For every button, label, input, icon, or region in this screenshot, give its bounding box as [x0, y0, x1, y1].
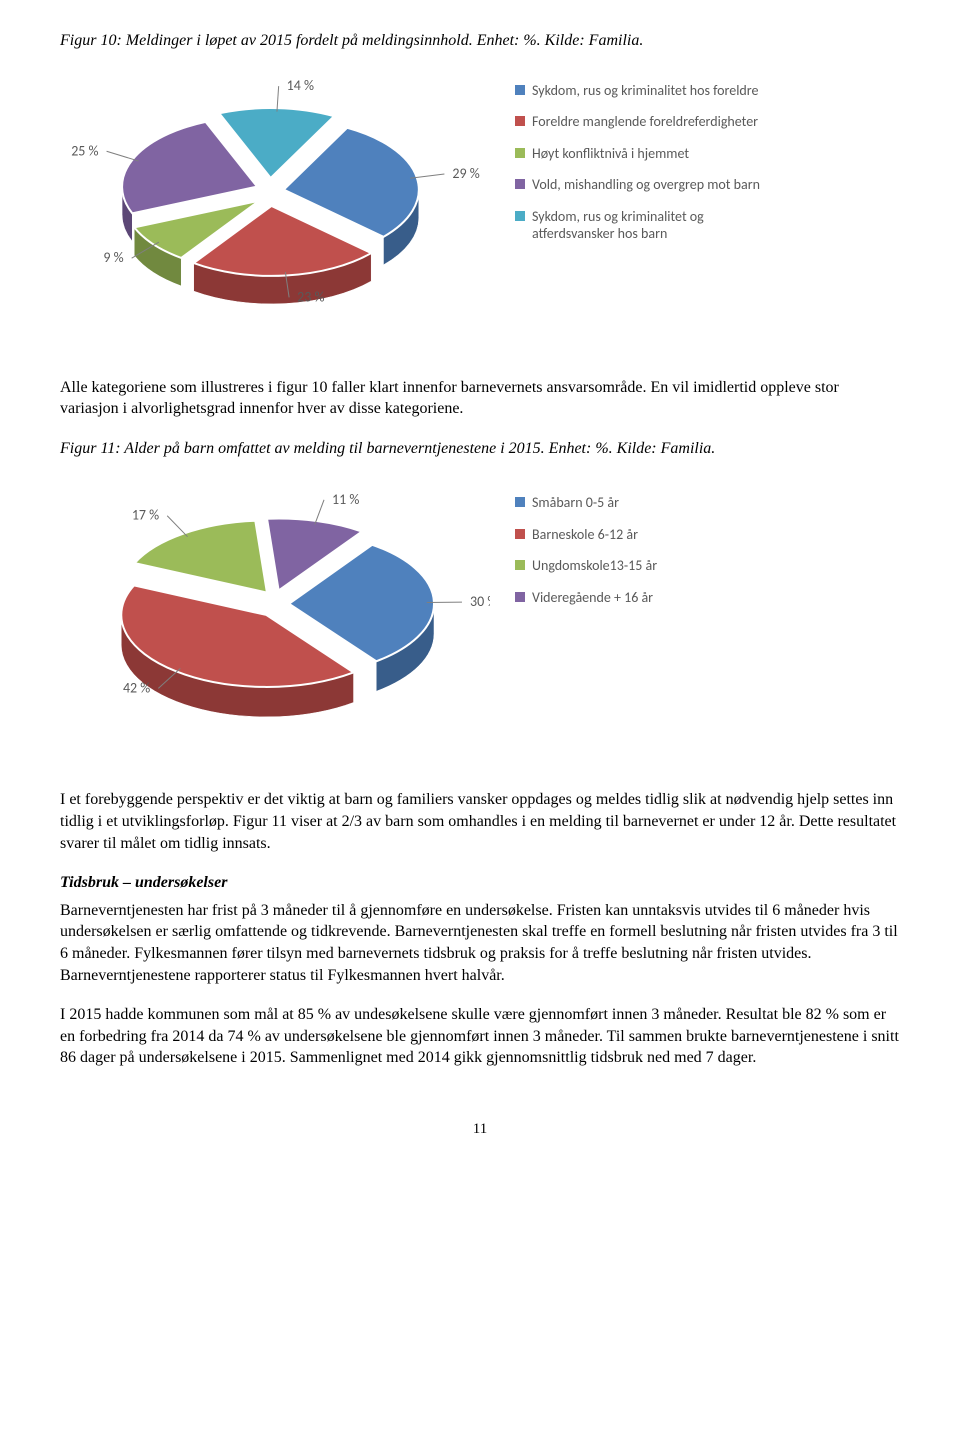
- legend-swatch: [515, 116, 525, 126]
- figure10-legend: Sykdom, rus og kriminalitet hos foreldre…: [515, 82, 775, 257]
- legend-swatch: [515, 592, 525, 602]
- svg-text:42 %: 42 %: [123, 680, 150, 697]
- figure10-chart-wrap: 29 % 23 % 9 % 25 % 14 % Sykdom, rus og krimi…: [60, 72, 900, 352]
- legend-label: Vold, mishandling og overgrep mot barn: [532, 176, 760, 194]
- paragraph-2: I et forebyggende perspektiv er det vikt…: [60, 789, 900, 854]
- legend-item: Småbarn 0-5 år: [515, 494, 657, 512]
- paragraph-4: I 2015 hadde kommunen som mål at 85 % av…: [60, 1004, 900, 1069]
- legend-label: Foreldre manglende foreldreferdigheter: [532, 113, 758, 131]
- page-number: 11: [60, 1119, 900, 1139]
- legend-swatch: [515, 560, 525, 570]
- legend-label: Barneskole 6-12 år: [532, 526, 638, 544]
- legend-label: Videregående + 16 år: [532, 589, 653, 607]
- legend-swatch: [515, 211, 525, 221]
- figure11-caption: Figur 11: Alder på barn omfattet av meld…: [60, 438, 900, 460]
- svg-text:17 %: 17 %: [132, 507, 159, 524]
- section-title-tidsbruk: Tidsbruk – undersøkelser: [60, 872, 900, 894]
- legend-item: Ungdomskole13-15 år: [515, 557, 657, 575]
- svg-text:9 %: 9 %: [103, 249, 123, 266]
- legend-item: Høyt konfliktnivå i hjemmet: [515, 145, 775, 163]
- figure10-pie-chart: 29 % 23 % 9 % 25 % 14 %: [60, 72, 490, 352]
- legend-swatch: [515, 179, 525, 189]
- figure11-pie-chart: 30 % 42 % 17 % 11 %: [60, 484, 490, 764]
- legend-swatch: [515, 529, 525, 539]
- legend-swatch: [515, 497, 525, 507]
- legend-item: Vold, mishandling og overgrep mot barn: [515, 176, 775, 194]
- svg-text:29 %: 29 %: [452, 165, 479, 182]
- svg-text:11 %: 11 %: [332, 491, 359, 508]
- figure11-chart-wrap: 30 % 42 % 17 % 11 % Småbarn 0-5 år Barneskol…: [60, 484, 900, 764]
- legend-item: Barneskole 6-12 år: [515, 526, 657, 544]
- legend-label: Småbarn 0-5 år: [532, 494, 619, 512]
- paragraph-3: Barneverntjenesten har frist på 3 månede…: [60, 900, 900, 986]
- legend-item: Sykdom, rus og kriminalitet og atferdsva…: [515, 208, 775, 243]
- svg-text:14 %: 14 %: [287, 77, 314, 94]
- legend-label: Sykdom, rus og kriminalitet hos foreldre: [532, 82, 758, 100]
- svg-text:25 %: 25 %: [71, 142, 98, 159]
- legend-item: Videregående + 16 år: [515, 589, 657, 607]
- svg-text:30 %: 30 %: [470, 593, 490, 610]
- figure11-legend: Småbarn 0-5 år Barneskole 6-12 år Ungdomsk…: [515, 494, 657, 620]
- legend-label: Ungdomskole13-15 år: [532, 557, 657, 575]
- paragraph-1: Alle kategoriene som illustreres i figur…: [60, 377, 900, 420]
- legend-swatch: [515, 85, 525, 95]
- legend-swatch: [515, 148, 525, 158]
- figure10-caption: Figur 10: Meldinger i løpet av 2015 ford…: [60, 30, 900, 52]
- legend-item: Foreldre manglende foreldreferdigheter: [515, 113, 775, 131]
- legend-label: Høyt konfliktnivå i hjemmet: [532, 145, 689, 163]
- legend-label: Sykdom, rus og kriminalitet og atferdsva…: [532, 208, 775, 243]
- svg-text:23 %: 23 %: [297, 288, 324, 305]
- legend-item: Sykdom, rus og kriminalitet hos foreldre: [515, 82, 775, 100]
